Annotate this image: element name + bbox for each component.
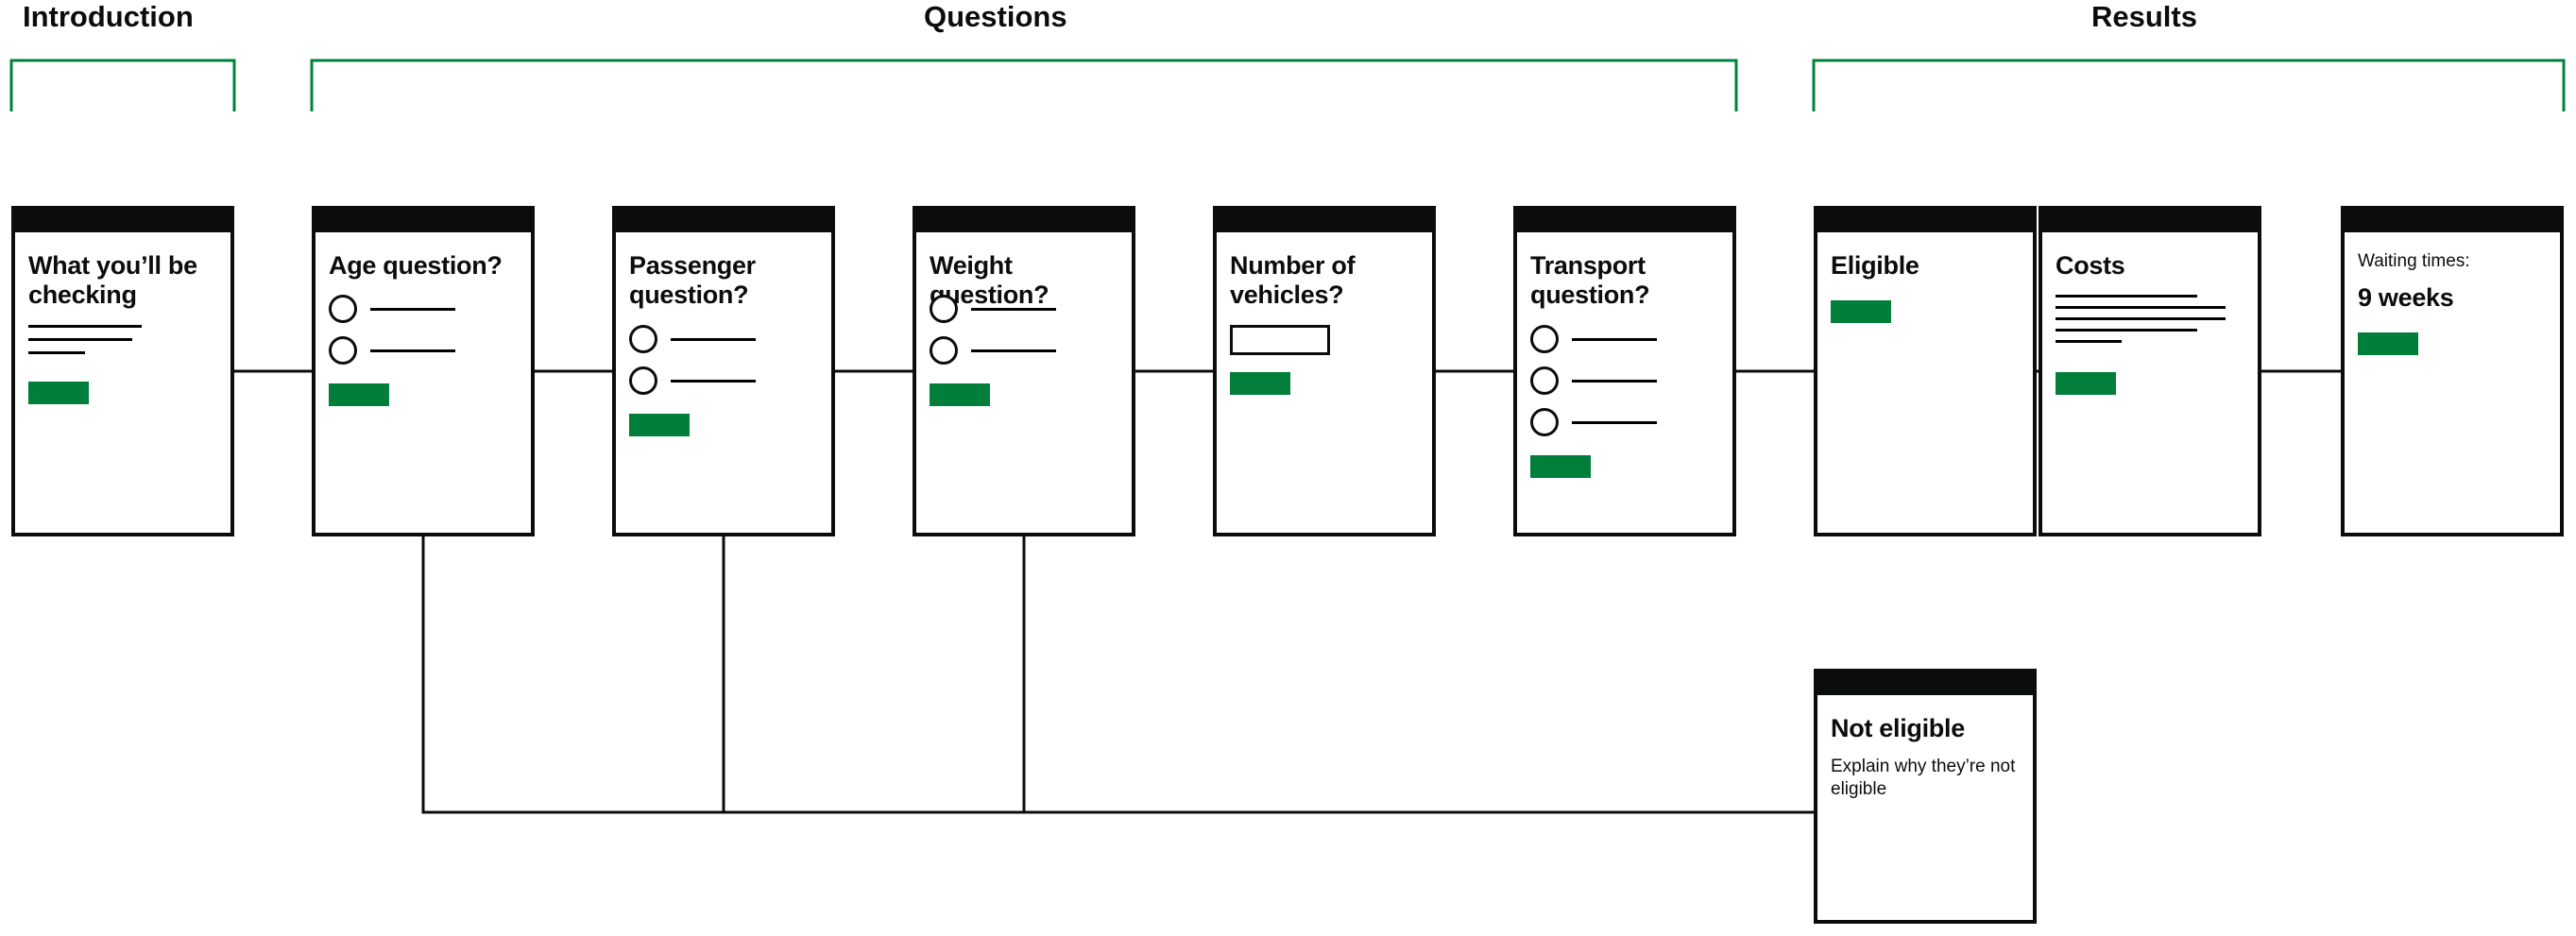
radio-option[interactable] [930,295,958,323]
number-input[interactable] [1230,325,1330,355]
radio-option[interactable] [629,366,657,395]
radio-option[interactable] [1530,366,1559,395]
card-header [2345,210,2560,232]
radio-option[interactable] [329,336,357,365]
continue-button[interactable] [28,382,89,404]
card-header [15,210,230,232]
radio-label-placeholder [671,380,756,383]
card-header [2042,210,2258,232]
card-title: 9 weeks [2358,283,2547,313]
text-line-placeholder [2056,329,2197,332]
card-header [616,210,831,232]
card-title: Age question? [329,251,518,281]
continue-button[interactable] [2056,372,2116,395]
card-title: Number of vehicles? [1230,251,1419,310]
card-header [1817,672,2033,695]
card-weight: Weight question? [913,206,1135,536]
card-not-eligible: Not eligible Explain why they’re not elig… [1814,669,2037,924]
card-subtext: Explain why they’re not eligible [1831,756,2020,801]
card-waiting: Waiting times: 9 weeks [2341,206,2564,536]
text-line-placeholder [28,325,142,328]
card-intro: What you’ll be checking [11,206,234,536]
text-line-placeholder [2056,295,2197,298]
radio-label-placeholder [971,349,1056,352]
section-label-intro: Introduction [23,0,194,34]
card-title: Transport question? [1530,251,1719,310]
radio-option[interactable] [329,295,357,323]
text-line-placeholder [2056,306,2226,309]
text-line-placeholder [2056,340,2122,343]
card-age: Age question? [312,206,535,536]
radio-option[interactable] [930,336,958,365]
radio-label-placeholder [1572,380,1657,383]
card-header [1217,210,1432,232]
card-header [916,210,1132,232]
radio-label-placeholder [1572,421,1657,424]
card-title: Eligible [1831,251,2020,281]
continue-button[interactable] [1230,372,1290,395]
card-eligible: Eligible [1814,206,2037,536]
card-header [1517,210,1732,232]
continue-button[interactable] [329,383,389,406]
continue-button[interactable] [2358,332,2418,355]
radio-label-placeholder [671,338,756,341]
card-header [1817,210,2033,232]
card-passenger: Passenger question? [612,206,835,536]
section-label-results: Results [2091,0,2197,34]
card-title: Costs [2056,251,2244,281]
radio-option[interactable] [629,325,657,353]
card-small-label: Waiting times: [2358,251,2470,272]
card-title: Passenger question? [629,251,818,310]
radio-label-placeholder [370,349,455,352]
text-line-placeholder [28,338,132,341]
radio-label-placeholder [971,308,1056,311]
continue-button[interactable] [1831,300,1891,323]
text-line-placeholder [2056,317,2226,320]
text-line-placeholder [28,351,85,354]
radio-label-placeholder [1572,338,1657,341]
card-title: Weight question? [930,251,1118,310]
radio-option[interactable] [1530,325,1559,353]
card-header [316,210,531,232]
section-label-questions: Questions [924,0,1067,34]
card-title: What you’ll be checking [28,251,217,310]
card-costs: Costs [2039,206,2261,536]
radio-label-placeholder [370,308,455,311]
flowchart-stage: Introduction Questions Results What you’ll … [0,0,2576,936]
radio-option[interactable] [1530,408,1559,436]
card-title: Not eligible [1831,714,1965,743]
card-vehicles: Number of vehicles? [1213,206,1436,536]
continue-button[interactable] [629,414,690,436]
card-transport: Transport question? [1513,206,1736,536]
continue-button[interactable] [1530,455,1591,478]
continue-button[interactable] [930,383,990,406]
